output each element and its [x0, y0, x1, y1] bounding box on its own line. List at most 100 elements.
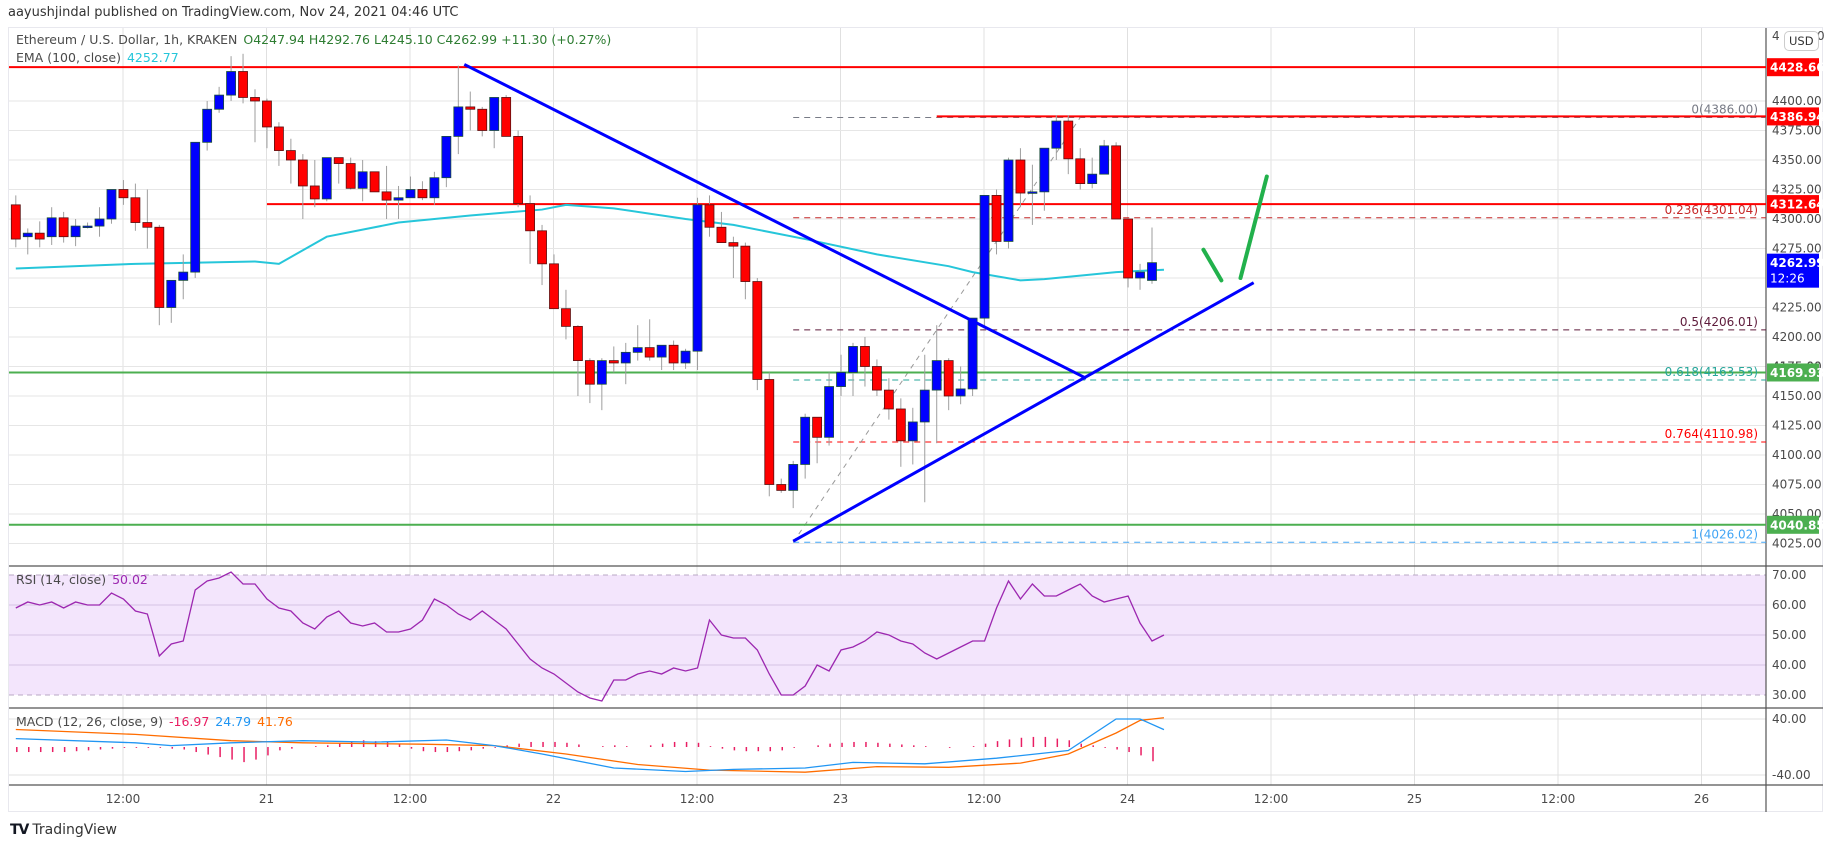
candle — [812, 416, 823, 438]
rise-stroke[interactable] — [1238, 174, 1269, 280]
rsi-tick: 60.00 — [1772, 598, 1806, 612]
fib-label: 0(4386.00) — [1691, 103, 1758, 117]
candle — [82, 225, 93, 228]
bearish-trendline[interactable] — [463, 63, 1087, 380]
ohlc-high: H4292.76 — [308, 32, 371, 47]
level-price-tag — [1767, 58, 1819, 77]
candle — [943, 360, 954, 397]
candle — [955, 388, 966, 397]
time-label: 12:00 — [967, 792, 1002, 806]
price-tick: 4350.00 — [1772, 153, 1822, 167]
candle — [848, 346, 858, 373]
candle — [106, 189, 117, 220]
candle — [704, 204, 715, 228]
time-label: 12:00 — [680, 792, 715, 806]
candle — [345, 163, 356, 189]
candle — [967, 317, 978, 390]
candle — [596, 360, 607, 385]
fib-label: 0.618(4163.53) — [1665, 365, 1758, 379]
price-tick: 4150.00 — [1772, 389, 1822, 403]
candle — [620, 351, 631, 364]
ema-label: EMA (100, close) — [16, 50, 121, 65]
candle — [692, 204, 703, 352]
candle — [716, 226, 727, 243]
candle — [142, 222, 153, 228]
bar-countdown: 12:26 — [1770, 272, 1805, 286]
fib-label: 1(4026.02) — [1691, 527, 1758, 541]
ohlc-low: L4245.10 — [374, 32, 433, 47]
rsi-label: RSI (14, close) — [16, 572, 107, 587]
candle — [1123, 218, 1133, 279]
candle — [309, 185, 320, 200]
footer-brand[interactable]: TV TradingView — [10, 822, 117, 838]
price-tick: 4075.00 — [1772, 478, 1822, 492]
candle — [130, 197, 141, 223]
time-label: 23 — [833, 792, 848, 806]
level-price-tag — [1767, 107, 1819, 126]
candle — [489, 97, 500, 131]
macd-tick: 40.00 — [1772, 712, 1806, 726]
price-tick: 0 — [1817, 29, 1825, 43]
rsi-tick: 70.00 — [1772, 568, 1806, 582]
candle — [836, 371, 846, 387]
candle — [465, 106, 476, 110]
time-label: 24 — [1120, 792, 1135, 806]
macd-pane — [15, 717, 1165, 773]
candle — [405, 189, 416, 199]
currency-button[interactable]: USD — [1784, 31, 1819, 51]
candle — [94, 218, 105, 227]
candle — [441, 135, 452, 179]
candle — [883, 389, 894, 410]
price-tick: 4375.00 — [1772, 124, 1822, 138]
dip-stroke[interactable] — [1201, 247, 1224, 283]
time-label: 12:00 — [393, 792, 428, 806]
candle — [274, 126, 284, 151]
candle — [166, 279, 177, 308]
time-label: 22 — [546, 792, 561, 806]
candle — [285, 150, 296, 161]
candle — [919, 389, 930, 423]
ohlc-close: C4262.99 — [436, 32, 498, 47]
candle — [1111, 145, 1122, 220]
time-label: 25 — [1407, 792, 1422, 806]
rsi-tick: 50.00 — [1772, 628, 1806, 642]
ema-value: 4252.77 — [126, 50, 179, 65]
candle — [860, 346, 870, 367]
macd-hist-value: -16.97 — [169, 714, 210, 729]
candle — [501, 97, 512, 137]
time-axis[interactable]: 12:00 21 12:00 22 12:00 23 12:00 24 12:00 25 12:00… — [106, 792, 1709, 806]
candle — [297, 159, 308, 187]
candle — [1087, 173, 1098, 185]
bullish-trendline[interactable] — [792, 281, 1255, 543]
candle — [417, 189, 428, 199]
candle — [1099, 145, 1110, 175]
time-label: 12:00 — [1254, 792, 1289, 806]
price-axis[interactable]: 4400.00 4375.00 4350.00 4325.00 4300.00 4275.… — [1767, 29, 1825, 551]
candle — [118, 189, 129, 199]
candle — [10, 204, 21, 240]
candle — [453, 106, 464, 137]
macd-line-value: 24.79 — [215, 714, 252, 729]
fib-label: 0.764(4110.98) — [1665, 427, 1758, 441]
candle — [907, 421, 918, 442]
candle — [668, 344, 679, 364]
candle — [202, 108, 213, 143]
candle — [369, 171, 380, 193]
candle — [250, 97, 260, 102]
candle — [1135, 271, 1145, 279]
rsi-value: 50.02 — [112, 572, 148, 587]
macd-tick: -40.00 — [1772, 768, 1811, 782]
candle — [70, 225, 81, 238]
candle — [979, 194, 990, 319]
candle — [895, 408, 906, 442]
candle — [740, 245, 751, 282]
price-change: +11.30 (+0.27%) — [501, 32, 612, 47]
candle — [513, 135, 524, 205]
candle — [728, 242, 739, 247]
candle — [190, 141, 201, 273]
macd-legend: MACD (12, 26, close, 9) -16.97 24.79 41.76 — [16, 714, 299, 729]
candle — [931, 360, 942, 391]
candle — [1063, 120, 1074, 160]
price-tick: 4400.00 — [1772, 94, 1822, 108]
